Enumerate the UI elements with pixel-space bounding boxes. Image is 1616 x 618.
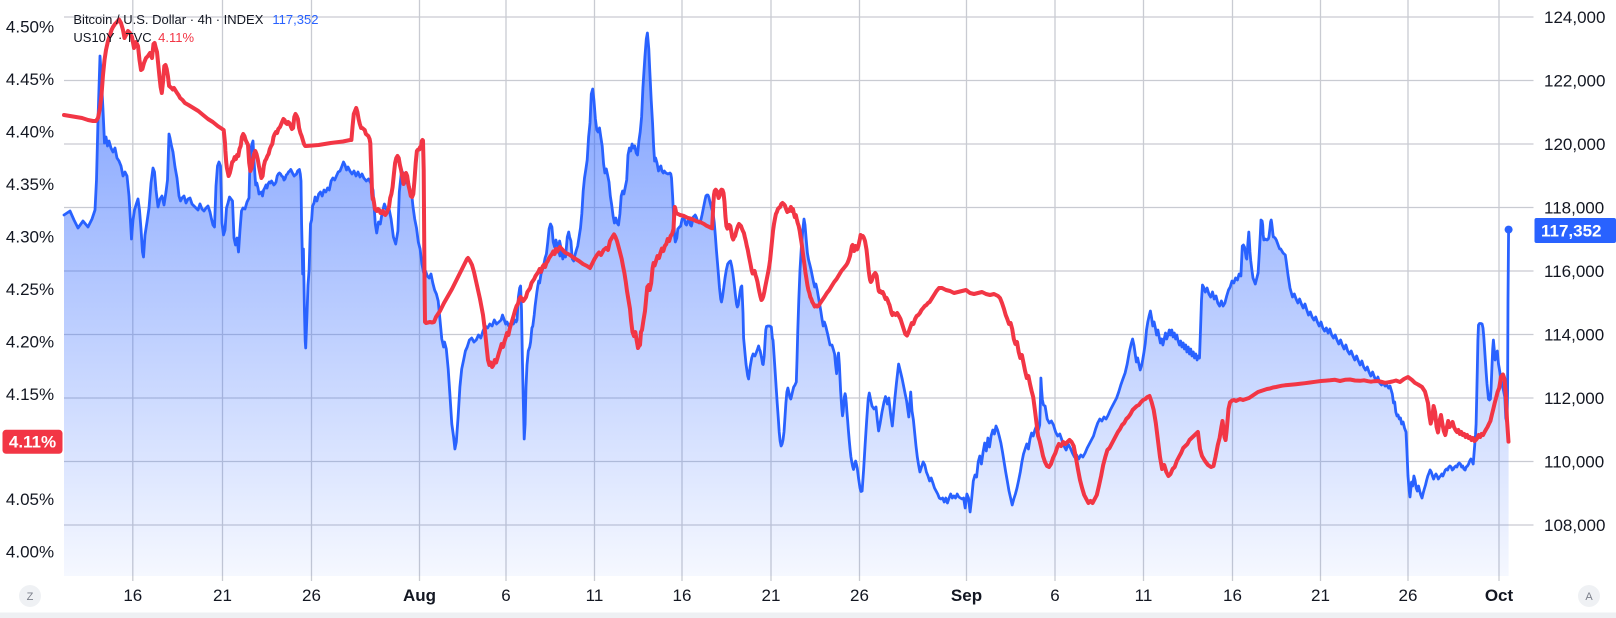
svg-text:Z: Z: [27, 591, 34, 603]
svg-text:122,000: 122,000: [1544, 72, 1605, 91]
svg-text:Oct: Oct: [1485, 586, 1514, 605]
svg-text:11: 11: [586, 586, 604, 605]
svg-text:4.15%: 4.15%: [6, 385, 54, 404]
svg-text:6: 6: [501, 586, 510, 605]
svg-text:Sep: Sep: [951, 586, 982, 605]
svg-text:114,000: 114,000: [1544, 326, 1604, 345]
svg-text:4.25%: 4.25%: [6, 280, 54, 299]
svg-text:4.20%: 4.20%: [6, 333, 54, 352]
svg-text:4.30%: 4.30%: [6, 228, 54, 247]
svg-text:112,000: 112,000: [1544, 389, 1604, 408]
svg-text:26: 26: [302, 586, 321, 605]
svg-text:4.11%: 4.11%: [9, 433, 56, 452]
svg-text:116,000: 116,000: [1544, 262, 1604, 281]
svg-text:124,000: 124,000: [1544, 8, 1605, 27]
svg-text:110,000: 110,000: [1544, 453, 1604, 472]
svg-text:4.35%: 4.35%: [6, 175, 54, 194]
svg-text:4.50%: 4.50%: [6, 18, 54, 37]
svg-text:117,352: 117,352: [1541, 222, 1602, 241]
svg-text:16: 16: [673, 586, 692, 605]
svg-text:Bitcoin / U.S. Dollar · 4h · I: Bitcoin / U.S. Dollar · 4h · INDEX 117,35…: [73, 12, 318, 27]
svg-text:4.00%: 4.00%: [6, 543, 54, 562]
svg-text:21: 21: [762, 586, 781, 605]
svg-text:108,000: 108,000: [1544, 516, 1605, 535]
svg-text:26: 26: [850, 586, 869, 605]
svg-text:16: 16: [123, 586, 142, 605]
svg-text:120,000: 120,000: [1544, 135, 1605, 154]
svg-text:A: A: [1585, 591, 1593, 603]
svg-text:21: 21: [213, 586, 232, 605]
svg-text:21: 21: [1311, 586, 1330, 605]
svg-text:118,000: 118,000: [1544, 199, 1604, 218]
svg-text:11: 11: [1135, 586, 1153, 605]
svg-text:4.40%: 4.40%: [6, 123, 54, 142]
svg-text:4.45%: 4.45%: [6, 70, 54, 89]
svg-text:16: 16: [1223, 586, 1242, 605]
svg-text:6: 6: [1050, 586, 1059, 605]
svg-text:Aug: Aug: [403, 586, 436, 605]
svg-text:26: 26: [1399, 586, 1418, 605]
svg-text:4.05%: 4.05%: [6, 490, 54, 509]
